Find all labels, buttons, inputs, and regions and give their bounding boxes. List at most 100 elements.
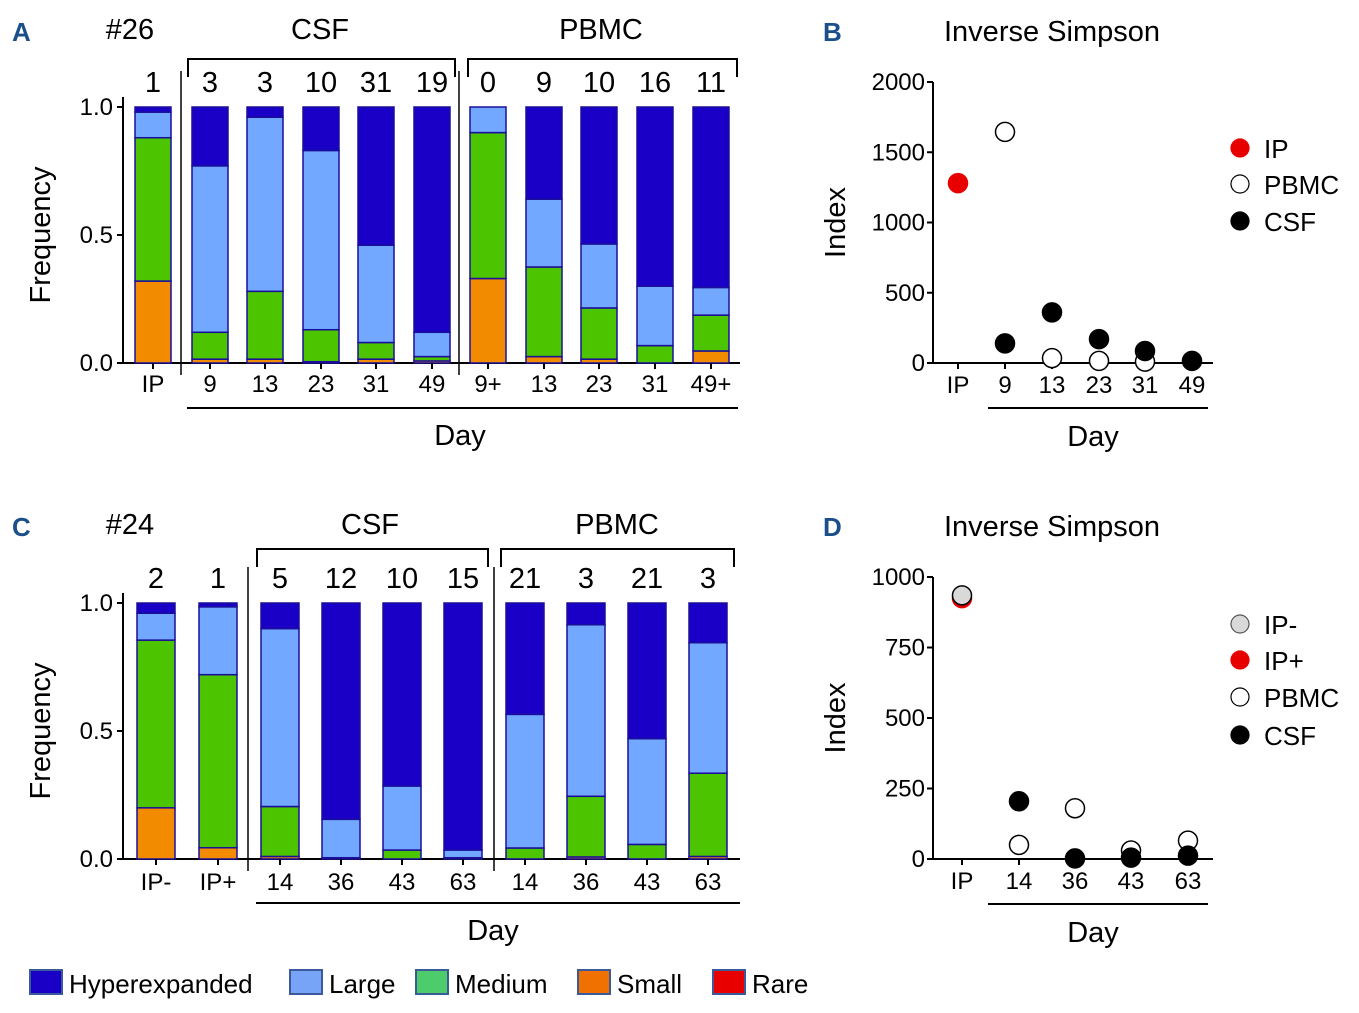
legend-label: CSF <box>1264 721 1316 751</box>
x-tick-label: 49 <box>419 371 446 398</box>
bar-segment-hyperexpanded <box>246 106 284 118</box>
group-label-csf: CSF <box>341 509 399 541</box>
bar-segment-medium <box>566 795 606 858</box>
group-bracket-pbmc <box>467 58 738 77</box>
bar-segment-hyperexpanded <box>260 602 300 630</box>
bar-segment-large <box>413 331 451 358</box>
legend-marker-csf <box>1230 211 1250 231</box>
bar-segment-small <box>134 280 172 364</box>
x-tick-label: 63 <box>695 869 722 896</box>
bar-segment-hyperexpanded <box>505 602 545 716</box>
bar-segment-large <box>688 641 728 774</box>
bar-segment-hyperexpanded <box>198 602 238 608</box>
legend-swatch-small <box>577 969 611 995</box>
point-csf <box>1064 848 1086 869</box>
bar-segment-large <box>443 849 483 859</box>
group-label-pbmc: PBMC <box>575 509 659 541</box>
point-pbmc <box>994 121 1016 143</box>
legend-label: CSF <box>1264 207 1316 237</box>
group-bracket-csf <box>187 58 456 77</box>
y-tick-label: 0 <box>912 350 925 377</box>
panel-letter-d: D <box>823 512 842 542</box>
legend-swatch-medium <box>415 969 449 995</box>
point-ip <box>947 172 969 194</box>
x-tick-label: 9 <box>203 371 216 398</box>
bar-segment-hyperexpanded <box>580 106 618 245</box>
x-tick-label: 36 <box>1062 868 1089 895</box>
bar-segment-large <box>566 624 606 798</box>
clone-count-label: 21 <box>631 563 663 595</box>
bar-segment-medium <box>191 331 229 360</box>
bar-segment-small <box>136 807 176 860</box>
legend-label: PBMC <box>1264 170 1339 200</box>
panel-letter-b: B <box>823 17 842 47</box>
bar-segment-hyperexpanded <box>636 106 674 287</box>
point-csf <box>1134 340 1156 362</box>
legend-label: IP <box>1264 134 1289 164</box>
y-tick-label: 1.0 <box>80 94 113 121</box>
bar-segment-medium <box>260 805 300 858</box>
y-axis-title: Frequency <box>25 662 57 800</box>
bar-segment-small <box>198 846 238 860</box>
patient-label: #26 <box>106 14 154 46</box>
panel-letter-c: C <box>12 512 31 542</box>
bar-segment-small <box>469 277 507 364</box>
group-bracket-pbmc <box>500 548 735 567</box>
y-axis-title: Index <box>820 187 852 258</box>
y-tick-label: 1500 <box>872 139 925 166</box>
legend-swatch-hyperexpanded <box>29 969 63 995</box>
panel-a: A #26 CSF PBMC0.00.51.0FrequencyIP19313323… <box>12 14 740 452</box>
x-axis-title: Day <box>1067 917 1119 949</box>
panel-d: D Inverse Simpson 0 250 500 750 1000 Index IP 14… <box>820 511 1339 949</box>
y-tick-label: 2000 <box>872 69 925 96</box>
bar-segment-medium <box>525 266 563 358</box>
group-label-pbmc: PBMC <box>559 14 643 46</box>
x-axis-title: Day <box>434 420 486 452</box>
y-tick-label: 0.5 <box>80 222 113 249</box>
x-tick-label: 14 <box>267 869 294 896</box>
clone-count-label: 2 <box>148 563 164 595</box>
bar-segment-medium <box>505 847 545 860</box>
x-tick-label: 23 <box>1086 372 1113 399</box>
y-tick-label: 1.0 <box>80 590 113 617</box>
bar-segment-large <box>191 165 229 334</box>
clone-count-label: 3 <box>202 67 218 99</box>
bar-segment-large <box>469 106 507 134</box>
clone-count-label: 16 <box>639 67 671 99</box>
legend-label-hyperexpanded: Hyperexpanded <box>69 969 253 999</box>
bar-segment-medium <box>357 341 395 360</box>
point-pbmc <box>1088 350 1110 372</box>
clone-count-label: 3 <box>257 67 273 99</box>
bar-segment-hyperexpanded <box>302 106 340 152</box>
bar-segment-medium <box>302 328 340 363</box>
legend-label-large: Large <box>329 969 396 999</box>
y-tick-label: 1000 <box>872 564 925 591</box>
patient-label: #24 <box>106 509 154 541</box>
bar-segment-hyperexpanded <box>136 602 176 614</box>
point-csf <box>1181 350 1203 372</box>
legend-label: IP+ <box>1264 646 1304 676</box>
x-tick-label: IP <box>142 371 165 398</box>
bar-segment-large <box>246 116 284 293</box>
bar-segment-large <box>382 785 422 851</box>
y-axis-title: Frequency <box>25 166 57 304</box>
bar-segment-medium <box>688 772 728 858</box>
x-axis-title: Day <box>1067 421 1119 453</box>
legend-marker-ip- <box>1230 650 1250 670</box>
bar-segment-hyperexpanded <box>357 106 395 246</box>
x-tick-label: 36 <box>573 869 600 896</box>
clone-count-label: 1 <box>210 563 226 595</box>
legend-swatch-rare <box>712 969 746 995</box>
clone-count-label: 15 <box>447 563 479 595</box>
bar-segment-hyperexpanded <box>321 602 361 821</box>
legend-label-small: Small <box>617 969 682 999</box>
bar-segment-medium <box>469 131 507 280</box>
x-tick-label: 43 <box>634 869 661 896</box>
bar-segment-medium <box>198 673 238 849</box>
clone-count-label: 19 <box>416 67 448 99</box>
bar-segment-medium <box>627 843 667 860</box>
x-tick-label: 14 <box>512 869 539 896</box>
bar-segment-small <box>525 355 563 364</box>
legend-marker-pbmc <box>1230 174 1250 194</box>
